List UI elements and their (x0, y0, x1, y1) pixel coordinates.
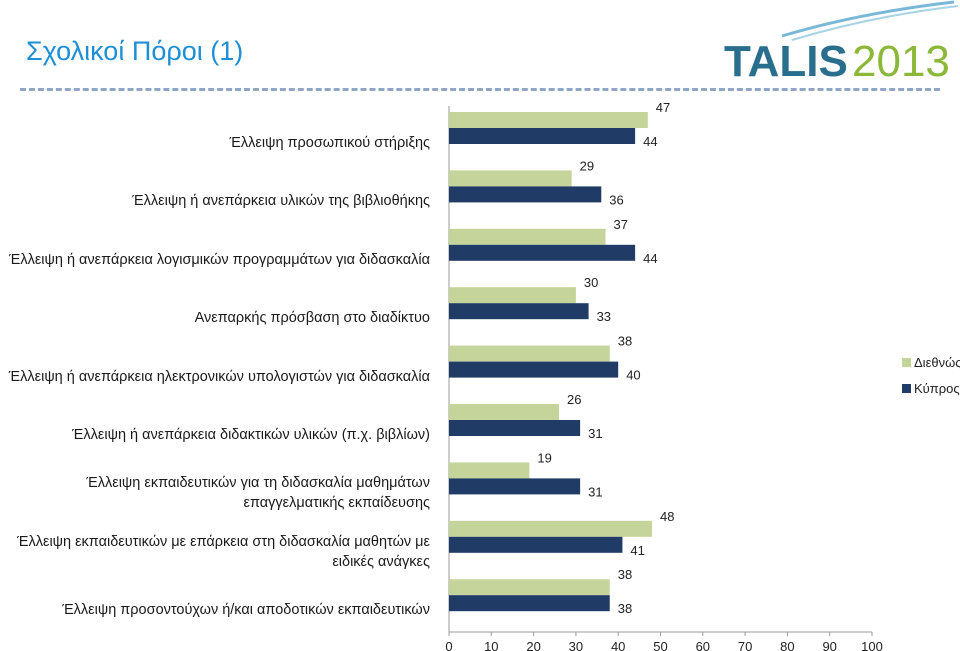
bar-cyprus (449, 536, 623, 553)
data-label: 31 (588, 426, 602, 441)
x-tick-label: 50 (653, 639, 667, 651)
data-label: 47 (656, 100, 670, 115)
bar-intl (449, 520, 653, 537)
category-label: Έλλειψη ή ανεπάρκεια ηλεκτρονικών υπολογ… (8, 368, 430, 385)
bar-intl (449, 287, 576, 304)
category-label: Ανεπαρκής πρόσβαση στο διαδίκτυο (194, 310, 430, 327)
category-label: Έλλειψη εκπαιδευτικών για τη διδασκαλία … (86, 475, 430, 512)
x-tick-label: 100 (861, 639, 883, 651)
data-label: 30 (584, 275, 598, 290)
logo-text-year: 2013 (852, 37, 950, 86)
data-label: 37 (614, 217, 628, 232)
data-label: 36 (609, 192, 623, 207)
bar-cyprus (449, 186, 602, 203)
data-label: 38 (618, 601, 632, 616)
x-tick-label: 70 (738, 639, 752, 651)
x-tick-label: 40 (611, 639, 625, 651)
x-tick-label: 90 (822, 639, 836, 651)
x-tick-label: 30 (569, 639, 583, 651)
x-tick-label: 80 (780, 639, 794, 651)
category-label: Έλλειψη ή ανεπάρκεια λογισμικών προγραμμ… (8, 251, 430, 268)
bar-intl (449, 462, 530, 479)
x-tick-label: 60 (696, 639, 710, 651)
data-label: 29 (580, 158, 594, 173)
data-label: 38 (618, 334, 632, 349)
bar-cyprus (449, 128, 636, 144)
bar-intl (449, 112, 648, 128)
bar-cyprus (449, 361, 619, 378)
data-label: 44 (643, 134, 657, 149)
category-label: Έλλειψη προσοντούχων ή/και αποδοτικών εκ… (62, 602, 430, 619)
category-label: Έλλειψη ή ανεπάρκεια υλικών της βιβλιοθή… (132, 193, 430, 210)
talis-logo: TALIS 2013 (724, 0, 959, 86)
bar-cyprus (449, 420, 581, 436)
legend-swatch (902, 358, 911, 367)
data-label: 19 (537, 450, 551, 465)
legend-label: Κύπρος (914, 381, 960, 396)
data-label: 38 (618, 567, 632, 582)
category-label: Έλλειψη ή ανεπάρκεια διδακτικών υλικών (… (72, 427, 430, 443)
bar-cyprus (449, 244, 636, 261)
category-label: Έλλειψη εκπαιδευτικών με επάρκεια στη δι… (17, 533, 430, 570)
x-tick-label: 20 (526, 639, 540, 651)
bar-intl (449, 579, 610, 596)
bar-intl (449, 170, 572, 187)
legend-swatch (902, 384, 911, 393)
data-label: 26 (567, 392, 581, 407)
category-label: Έλλειψη προσωπικού στήριξης (229, 135, 430, 151)
x-tick-label: 10 (484, 639, 498, 651)
bar-intl (449, 228, 606, 245)
legend-label: Διεθνώς (914, 355, 960, 370)
title-divider (20, 88, 940, 91)
data-label: 41 (630, 543, 644, 558)
data-label: 48 (660, 509, 674, 524)
bar-intl (449, 345, 610, 362)
bar-intl (449, 404, 559, 420)
data-label: 44 (643, 251, 657, 266)
bar-cyprus (449, 303, 589, 320)
x-tick-label: 0 (445, 639, 452, 651)
page-title: Σχολικοί Πόροι (1) (26, 36, 244, 66)
bar-cyprus (449, 595, 610, 612)
data-label: 31 (588, 484, 602, 499)
bar-cyprus (449, 478, 581, 495)
data-label: 40 (626, 368, 640, 383)
logo-text-main: TALIS (724, 37, 848, 86)
data-label: 33 (597, 309, 611, 324)
